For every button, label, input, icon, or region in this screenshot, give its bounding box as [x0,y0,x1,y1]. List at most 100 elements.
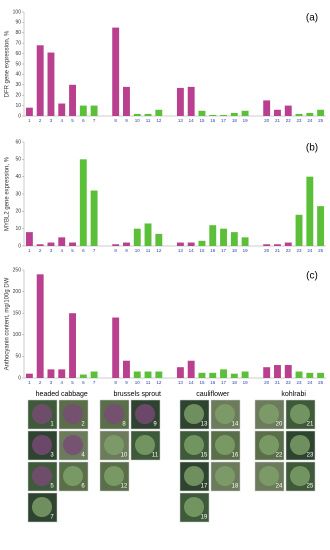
y-axis-label: Anthocyanin content, mg/100g DW [5,277,11,370]
x-tick-label: 23 [297,248,303,253]
y-tick-label: 150 [13,311,22,317]
leaf [104,435,124,455]
bar [112,317,120,378]
bar [284,365,292,378]
x-tick-label: 13 [178,248,184,253]
bar [58,369,66,378]
bar [155,233,163,246]
x-tick-label: 7 [93,248,96,253]
leaf [184,497,204,517]
photo-label: 24 [276,484,283,490]
x-tick-label: 1 [28,248,31,253]
y-tick-label: 50 [15,354,21,360]
bar [133,228,141,246]
x-tick-label: 20 [264,248,270,253]
x-tick-label: 16 [210,118,216,123]
x-tick-label: 2 [39,380,42,385]
x-tick-label: 2 [39,118,42,123]
leaf [215,435,235,455]
bar [90,190,98,246]
x-tick-label: 14 [189,118,195,123]
bar [133,371,141,378]
x-tick-label: 9 [125,380,128,385]
leaf [184,435,204,455]
leaf [184,404,204,424]
x-tick-label: 18 [232,380,238,385]
bar [155,371,163,378]
x-tick-label: 19 [243,248,249,253]
bar [241,110,249,116]
photo-label: 16 [232,453,239,459]
x-tick-label: 16 [210,248,216,253]
bar [274,109,281,116]
leaf [104,404,124,424]
x-tick-label: 10 [135,248,141,253]
photo-label: 20 [276,422,283,428]
y-tick-label: 0 [18,113,21,119]
x-tick-label: 4 [60,118,63,123]
x-tick-label: 17 [221,118,227,123]
group-label: headed cabbage [36,391,88,398]
y-tick-label: 20 [15,209,21,215]
y-tick-label: 60 [15,139,21,145]
bar [263,100,271,116]
bar [284,242,292,246]
y-tick-label: 0 [18,243,21,249]
bar [58,103,66,116]
bar [176,87,184,116]
x-tick-label: 17 [221,380,227,385]
leaf [63,435,83,455]
x-tick-label: 5 [71,380,74,385]
y-tick-label: 30 [15,191,21,197]
photo-label: 15 [201,453,208,459]
y-tick-label: 60 [15,51,21,57]
x-tick-label: 3 [50,118,53,123]
photo-label: 3 [50,453,54,459]
bar [112,244,120,246]
y-tick-label: 200 [13,289,22,295]
y-tick-label: 50 [15,157,21,163]
photo-label: 10 [121,453,128,459]
bar [306,112,314,116]
bar [155,109,163,116]
bar [241,371,249,378]
photo-label: 14 [232,422,239,428]
leaf [63,466,83,486]
x-tick-label: 23 [297,118,303,123]
photo-label: 19 [201,515,208,521]
bar [176,242,184,246]
bar [79,105,87,116]
x-tick-label: 16 [210,380,216,385]
photo-label: 6 [81,484,85,490]
x-tick-label: 18 [232,248,238,253]
bar [317,372,325,378]
bar [306,372,314,378]
x-tick-label: 9 [125,118,128,123]
x-tick-label: 11 [146,248,151,253]
panel-label: (a) [306,13,318,24]
leaf [32,466,52,486]
leaf [135,404,155,424]
x-tick-label: 2 [39,248,42,253]
photo-label: 22 [276,453,283,459]
y-tick-label: 0 [18,375,21,381]
x-tick-label: 15 [199,118,205,123]
photo-label: 9 [153,422,157,428]
y-tick-label: 10 [15,226,21,232]
group-label: kohlrabi [281,391,306,398]
x-tick-label: 6 [82,380,85,385]
y-tick-label: 40 [15,174,21,180]
leaf [215,466,235,486]
x-tick-label: 22 [286,380,292,385]
photo-label: 1 [50,422,54,428]
leaf [184,466,204,486]
bar [36,244,44,246]
x-tick-label: 25 [318,248,324,253]
x-tick-label: 23 [297,380,303,385]
bar [241,237,249,246]
x-tick-label: 22 [286,118,292,123]
photo-label: 8 [122,422,126,428]
y-tick-label: 250 [13,267,22,273]
bar [230,112,238,116]
